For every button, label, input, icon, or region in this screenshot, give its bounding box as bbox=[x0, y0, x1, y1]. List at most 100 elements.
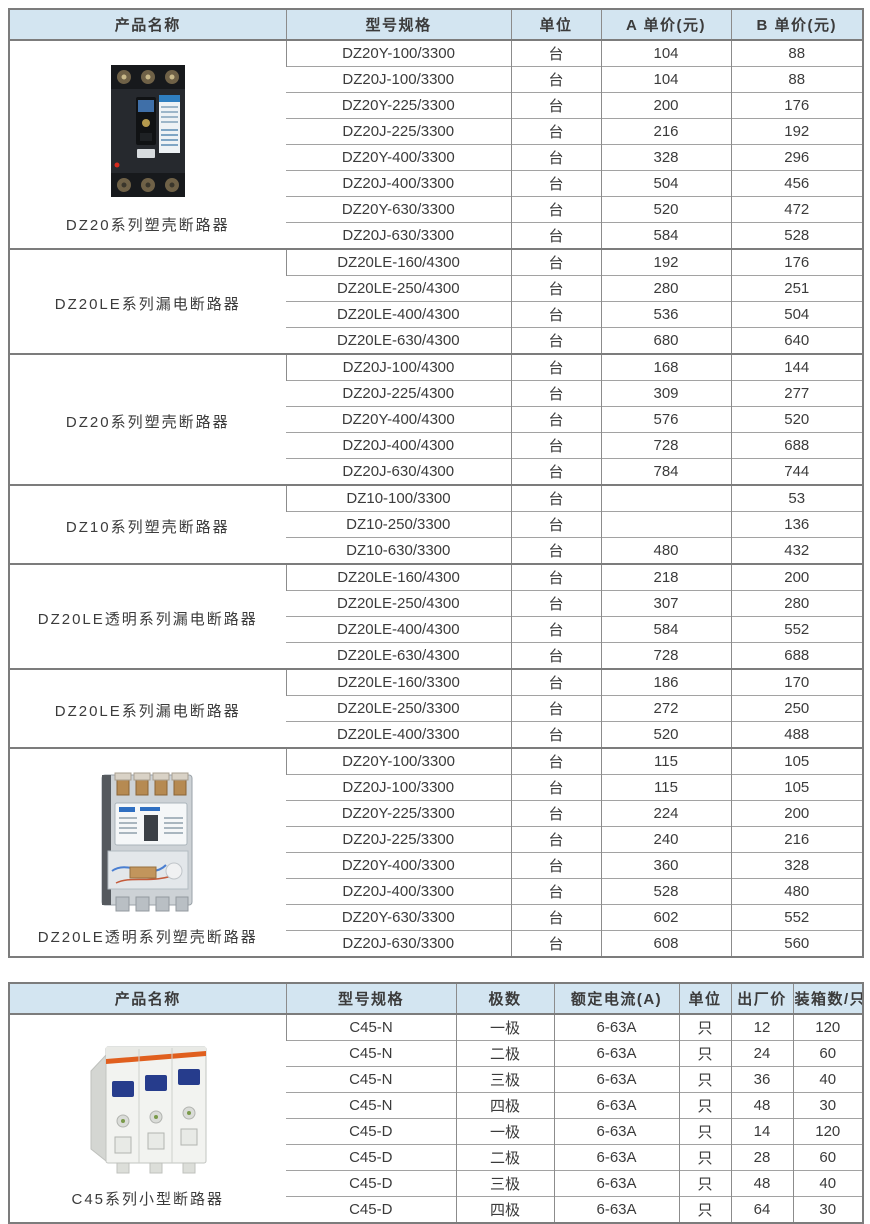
factory-price-cell: 48 bbox=[730, 1092, 793, 1119]
table-row: DZ20系列塑壳断路器 DZ20J-100/4300 台 168 144 bbox=[9, 353, 863, 485]
product-group-caption: DZ20LE系列漏电断路器 bbox=[54, 295, 241, 313]
model-spec-cell: DZ20J-630/3300 bbox=[286, 930, 511, 957]
price-a-cell: 504 bbox=[600, 170, 731, 197]
price-a-cell: 576 bbox=[600, 406, 731, 433]
price-a-cell: 360 bbox=[600, 852, 731, 879]
product-group-caption: DZ20LE透明系列漏电断路器 bbox=[37, 610, 258, 628]
rated-current-cell: 6-63A bbox=[553, 1092, 679, 1119]
model-spec-cell: C45-D bbox=[286, 1196, 456, 1223]
table1-header-row: 产品名称 型号规格 单位 A 单价(元) B 单价(元) bbox=[9, 9, 863, 41]
price-b-cell: 432 bbox=[730, 537, 863, 564]
poles-cell: 四极 bbox=[455, 1196, 554, 1223]
col-header-poles: 极数 bbox=[455, 983, 554, 1015]
unit-cell: 台 bbox=[510, 301, 601, 328]
table-row: C45系列小型断路器 C45-N 一极 6-63A 只 12 120 bbox=[9, 1013, 863, 1223]
price-list-page: 产品名称 型号规格 单位 A 单价(元) B 单价(元) DZ20系列塑壳断路器… bbox=[8, 8, 864, 1224]
price-b-cell: 744 bbox=[730, 458, 863, 485]
factory-price-cell: 14 bbox=[730, 1118, 793, 1145]
price-a-cell: 192 bbox=[600, 248, 731, 276]
unit-cell: 台 bbox=[510, 668, 601, 696]
price-a-cell: 115 bbox=[600, 774, 731, 801]
table-row: C45-N 二极 6-63A 只 24 60 bbox=[9, 1040, 863, 1067]
table-row: DZ20J-630/3300 台 608 560 bbox=[9, 930, 863, 957]
model-spec-cell: C45-N bbox=[286, 1092, 456, 1119]
unit-cell: 只 bbox=[678, 1196, 731, 1223]
unit-cell: 台 bbox=[510, 590, 601, 617]
price-a-cell: 584 bbox=[600, 222, 731, 249]
model-spec-cell: DZ20J-630/3300 bbox=[286, 222, 511, 249]
table-row: C45-N 三极 6-63A 只 36 40 bbox=[9, 1066, 863, 1093]
price-table-c45-series: 产品名称 型号规格 极数 额定电流(A) 单位 出厂价 装箱数/只 C45系列小… bbox=[8, 982, 864, 1224]
price-b-cell: 560 bbox=[730, 930, 863, 957]
model-spec-cell: DZ20LE-400/4300 bbox=[286, 616, 511, 643]
unit-cell: 台 bbox=[510, 432, 601, 459]
col-header-model-spec: 型号规格 bbox=[285, 983, 456, 1015]
unit-cell: 台 bbox=[510, 930, 601, 957]
unit-cell: 台 bbox=[510, 118, 601, 145]
price-a-cell: 608 bbox=[600, 930, 731, 957]
unit-cell: 台 bbox=[510, 380, 601, 407]
price-a-cell: 480 bbox=[600, 537, 731, 564]
unit-cell: 台 bbox=[510, 511, 601, 538]
price-a-cell: 240 bbox=[600, 826, 731, 853]
model-spec-cell: DZ20LE-250/3300 bbox=[286, 695, 511, 722]
table-row: DZ20LE系列漏电断路器 DZ20LE-160/4300 台 192 176 bbox=[9, 248, 863, 354]
unit-cell: 台 bbox=[510, 327, 601, 354]
model-spec-cell: DZ20J-630/4300 bbox=[286, 458, 511, 485]
table-row: DZ20Y-630/3300 台 520 472 bbox=[9, 196, 863, 223]
table2-header-row: 产品名称 型号规格 极数 额定电流(A) 单位 出厂价 装箱数/只 bbox=[9, 983, 863, 1015]
price-b-cell: 488 bbox=[730, 721, 863, 748]
price-b-cell: 216 bbox=[730, 826, 863, 853]
price-a-cell: 200 bbox=[600, 92, 731, 119]
unit-cell: 台 bbox=[510, 642, 601, 669]
table-row: DZ20系列塑壳断路器 DZ20Y-100/3300 台 104 88 bbox=[9, 39, 863, 249]
price-b-cell: 200 bbox=[730, 800, 863, 827]
price-a-cell: 536 bbox=[600, 301, 731, 328]
model-spec-cell: DZ20J-100/4300 bbox=[285, 353, 511, 381]
model-spec-cell: DZ10-630/3300 bbox=[286, 537, 511, 564]
model-spec-cell: DZ20LE-630/4300 bbox=[286, 642, 511, 669]
price-b-cell: 53 bbox=[730, 484, 863, 512]
price-b-cell: 277 bbox=[730, 380, 863, 407]
model-spec-cell: DZ20J-100/3300 bbox=[286, 66, 511, 93]
price-a-cell: 602 bbox=[600, 904, 731, 931]
table-row: DZ10-630/3300 台 480 432 bbox=[9, 537, 863, 564]
price-a-cell: 218 bbox=[600, 563, 731, 591]
packing-qty-cell: 40 bbox=[792, 1170, 863, 1197]
rated-current-cell: 6-63A bbox=[553, 1196, 679, 1223]
table-row: DZ20LE-400/4300 台 584 552 bbox=[9, 616, 863, 643]
model-spec-cell: DZ20J-225/4300 bbox=[286, 380, 511, 407]
table-row: DZ20J-225/4300 台 309 277 bbox=[9, 380, 863, 407]
col-header-price-a: A 单价(元) bbox=[600, 9, 731, 41]
price-b-cell: 480 bbox=[730, 878, 863, 905]
price-b-cell: 176 bbox=[730, 92, 863, 119]
product-group-caption: DZ20系列塑壳断路器 bbox=[65, 216, 230, 234]
model-spec-cell: C45-D bbox=[286, 1144, 456, 1171]
packing-qty-cell: 120 bbox=[792, 1013, 863, 1041]
price-a-cell: 186 bbox=[600, 668, 731, 696]
price-b-cell: 250 bbox=[730, 695, 863, 722]
unit-cell: 只 bbox=[678, 1013, 731, 1041]
factory-price-cell: 12 bbox=[730, 1013, 793, 1041]
model-spec-cell: DZ20Y-225/3300 bbox=[286, 92, 511, 119]
model-spec-cell: DZ20J-225/3300 bbox=[286, 118, 511, 145]
model-spec-cell: DZ20Y-100/3300 bbox=[285, 39, 511, 67]
model-spec-cell: C45-N bbox=[285, 1013, 456, 1041]
price-a-cell: 104 bbox=[600, 39, 731, 67]
table-row: DZ20Y-225/3300 台 224 200 bbox=[9, 800, 863, 827]
price-a-cell: 520 bbox=[600, 196, 731, 223]
unit-cell: 台 bbox=[510, 774, 601, 801]
model-spec-cell: DZ20Y-400/3300 bbox=[286, 144, 511, 171]
price-a-cell: 280 bbox=[600, 275, 731, 302]
packing-qty-cell: 30 bbox=[792, 1092, 863, 1119]
table-row: C45-N 四极 6-63A 只 48 30 bbox=[9, 1092, 863, 1119]
price-b-cell: 688 bbox=[730, 642, 863, 669]
price-b-cell: 328 bbox=[730, 852, 863, 879]
price-a-cell: 168 bbox=[600, 353, 731, 381]
price-b-cell: 472 bbox=[730, 196, 863, 223]
product-group-cell: DZ20LE透明系列漏电断路器 bbox=[9, 563, 286, 669]
price-a-cell: 328 bbox=[600, 144, 731, 171]
rated-current-cell: 6-63A bbox=[553, 1040, 679, 1067]
price-b-cell: 192 bbox=[730, 118, 863, 145]
table-row: DZ20Y-400/4300 台 576 520 bbox=[9, 406, 863, 433]
